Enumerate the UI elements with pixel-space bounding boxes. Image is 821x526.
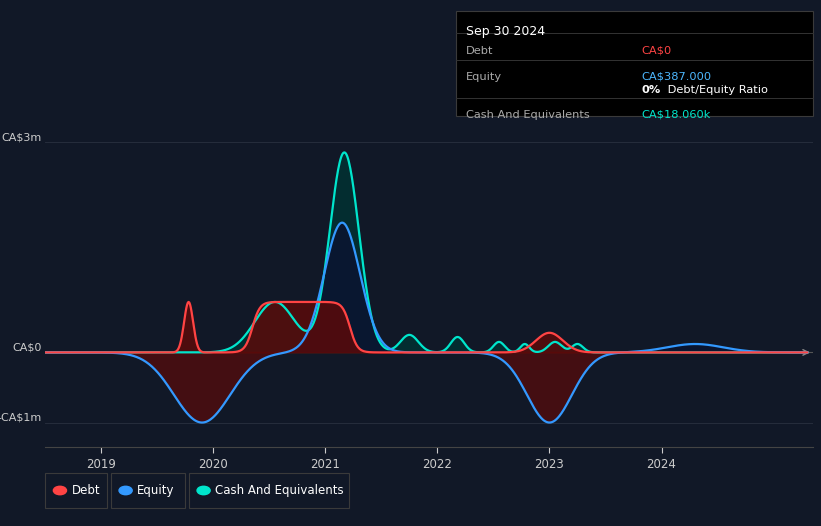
Text: Debt: Debt (71, 484, 100, 497)
Text: Debt/Equity Ratio: Debt/Equity Ratio (664, 85, 768, 95)
Text: Cash And Equivalents: Cash And Equivalents (466, 110, 590, 120)
Text: Equity: Equity (137, 484, 175, 497)
Text: Debt: Debt (466, 46, 493, 56)
Text: CA$0: CA$0 (12, 342, 41, 352)
Text: Equity: Equity (466, 72, 502, 82)
Text: Cash And Equivalents: Cash And Equivalents (215, 484, 344, 497)
Text: CA$387.000: CA$387.000 (641, 72, 712, 82)
Text: CA$18.060k: CA$18.060k (641, 110, 711, 120)
Text: Sep 30 2024: Sep 30 2024 (466, 25, 545, 38)
Text: CA$3m: CA$3m (1, 132, 41, 142)
Text: CA$0: CA$0 (641, 46, 672, 56)
Text: -CA$1m: -CA$1m (0, 412, 41, 422)
Text: 0%: 0% (641, 85, 661, 95)
